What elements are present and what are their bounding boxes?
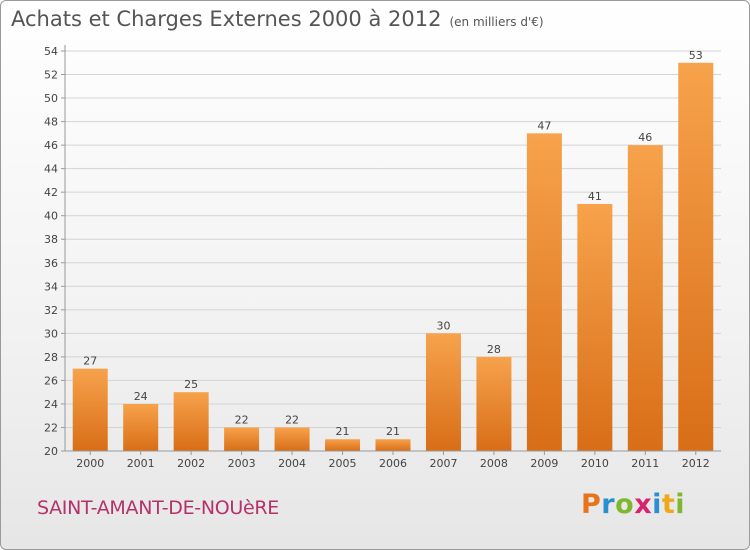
chart-title-unit: (en milliers d'€)	[449, 15, 544, 29]
logo-letter: i	[652, 489, 662, 520]
bar-value-label: 24	[134, 390, 148, 403]
y-tick-label: 44	[44, 163, 58, 176]
bar	[526, 133, 562, 451]
data-labels: 27 24 25 22 22 21 21 30 28 47 41 46 53	[83, 49, 703, 438]
bar-value-label: 22	[285, 413, 299, 426]
bar	[476, 356, 512, 451]
bar-value-label: 30	[436, 319, 450, 332]
x-tick-label: 2001	[127, 457, 155, 470]
y-tick-label: 24	[44, 398, 58, 411]
bar-value-label: 22	[235, 413, 249, 426]
x-tick-label: 2011	[631, 457, 659, 470]
x-tick-label: 2005	[329, 457, 357, 470]
x-tick-label: 2009	[530, 457, 558, 470]
bar	[123, 403, 159, 451]
x-tick-label: 2007	[429, 457, 457, 470]
axes: 20 22 24 26 28 30 32 34 36 38 40 42 44 46 48 50 52 54 2000…	[44, 45, 721, 470]
y-tick-label: 26	[44, 374, 58, 387]
bar-value-label: 21	[336, 425, 350, 438]
grid-lines	[65, 50, 721, 452]
x-tick-label: 2002	[177, 457, 205, 470]
bar	[224, 427, 260, 451]
x-tick-label: 2000	[76, 457, 104, 470]
bar	[627, 145, 663, 451]
bars	[72, 62, 714, 451]
bar	[173, 392, 209, 451]
bar	[375, 439, 411, 451]
y-tick-label: 22	[44, 421, 58, 434]
y-tick-label: 42	[44, 186, 58, 199]
logo-letter: t	[661, 489, 676, 520]
bar-value-label: 21	[386, 425, 400, 438]
commune-name: SAINT-AMANT-DE-NOUèRE	[37, 497, 280, 519]
y-tick-label: 36	[44, 257, 58, 270]
bar-value-label: 47	[537, 119, 551, 132]
bar	[274, 427, 310, 451]
y-tick-label: 28	[44, 351, 58, 364]
logo-letter: i	[675, 489, 686, 520]
y-tick-label: 38	[44, 233, 58, 246]
bar	[577, 203, 613, 451]
x-tick-label: 2006	[379, 457, 407, 470]
y-tick-label: 40	[44, 210, 58, 223]
y-tick-label: 46	[44, 139, 58, 152]
bar-value-label: 28	[487, 343, 501, 356]
chart-title-main: Achats et Charges Externes 2000 à 2012	[11, 7, 442, 31]
y-tick-label: 20	[44, 445, 58, 458]
y-tick-label: 32	[44, 304, 58, 317]
y-tick-label: 48	[44, 116, 58, 129]
bar	[678, 62, 714, 451]
x-tick-label: 2012	[682, 457, 710, 470]
logo-letter: x	[634, 489, 653, 520]
y-tick-label: 54	[44, 45, 58, 58]
bar	[425, 333, 461, 451]
y-tick-label: 30	[44, 327, 58, 340]
y-tick-label: 50	[44, 92, 58, 105]
y-tick-label: 34	[44, 280, 58, 293]
bar	[72, 368, 108, 451]
bar-value-label: 27	[83, 355, 97, 368]
proxiti-logo: Proxiti	[581, 489, 685, 520]
x-tick-label: 2003	[228, 457, 256, 470]
x-tick-label: 2008	[480, 457, 508, 470]
y-tick-label: 52	[44, 69, 58, 82]
logo-letter: r	[601, 489, 616, 520]
chart-title: Achats et Charges Externes 2000 à 2012 (e…	[11, 7, 544, 31]
bar-value-label: 46	[638, 131, 652, 144]
x-tick-label: 2010	[581, 457, 609, 470]
bar-value-label: 25	[184, 378, 198, 391]
bar-value-label: 41	[588, 190, 602, 203]
bar-value-label: 53	[689, 49, 703, 62]
x-tick-label: 2004	[278, 457, 306, 470]
logo-letter: P	[581, 489, 602, 520]
bar	[325, 439, 361, 451]
logo-letter: o	[615, 489, 635, 520]
